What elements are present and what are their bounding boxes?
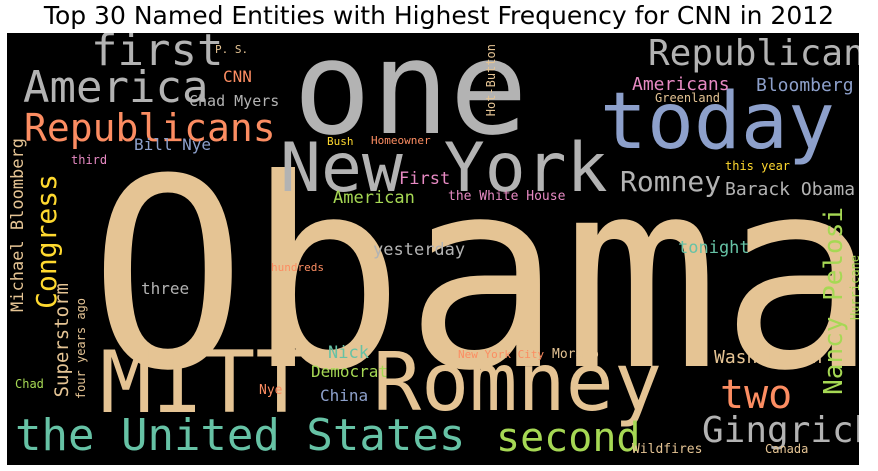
word-americans: Americans <box>632 74 730 95</box>
word-chad: Chad <box>15 377 44 391</box>
word-today: today <box>600 77 835 167</box>
word-cnn: CNN <box>223 67 252 86</box>
word-bloomberg: Bloomberg <box>756 75 854 96</box>
word-washington: Washington <box>714 347 823 368</box>
word-greenland: Greenland <box>655 91 721 105</box>
word-hundreds: hundreds <box>271 261 324 274</box>
word-four-years-ago: four years ago <box>74 298 88 400</box>
word-new-york: New York <box>280 129 608 208</box>
word-two: two <box>720 372 793 418</box>
word-first-lower: first <box>91 33 224 76</box>
word-bush: Bush <box>327 135 354 148</box>
word-bill-nye: Bill Nye <box>134 135 212 154</box>
word-the-white-house: the White House <box>448 189 566 204</box>
word-morano: Morano <box>552 347 599 362</box>
word-romney-small: Romney <box>620 165 722 198</box>
word-america: America <box>23 62 209 113</box>
word-michael-bloomberg: Michael Bloomberg <box>8 138 28 312</box>
word-barack-obama: Barack Obama <box>725 179 856 200</box>
word-republicans: Republicans <box>24 106 276 150</box>
word-nye: Nye <box>259 383 283 398</box>
word-p-s: P. S. <box>215 43 249 56</box>
word-republican: Republican <box>648 33 859 74</box>
word-one: one <box>293 33 528 164</box>
word-romney-large: Romney <box>373 336 662 429</box>
word-tonight: tonight <box>678 238 750 258</box>
word-wildfires: Wildfires <box>632 442 703 457</box>
word-hurricane: Hurricane <box>848 255 859 321</box>
word-hot-button: Hot-Button <box>484 44 498 117</box>
word-first-capital: First <box>399 169 451 189</box>
word-nick: Nick <box>328 343 369 363</box>
word-yesterday: yesterday <box>373 240 466 260</box>
word-obama: Obama <box>89 123 859 428</box>
word-cloud: one Obama today New York MITT Romney the… <box>7 33 859 465</box>
word-second: second <box>496 415 641 461</box>
word-chad-myers: Chad Myers <box>189 92 280 110</box>
word-superstorm: Superstorm <box>51 283 73 398</box>
word-gingrich: Gingrich <box>702 410 859 451</box>
word-democrat: Democrat <box>311 362 389 381</box>
word-this-year: this year <box>725 159 791 173</box>
chart-title: Top 30 Named Entities with Highest Frequ… <box>43 1 835 30</box>
word-new-york-city: New York City <box>458 348 545 361</box>
word-china: China <box>320 386 369 405</box>
word-american: American <box>333 188 415 208</box>
word-mitt: MITT <box>100 333 308 433</box>
word-three: three <box>141 279 190 298</box>
word-nancy-pelosi: Nancy Pelosi <box>819 207 849 395</box>
word-third: third <box>71 153 108 167</box>
word-the-united-states: the United States <box>15 410 466 461</box>
word-canada: Canada <box>765 442 809 456</box>
word-homeowner: Homeowner <box>371 134 431 147</box>
